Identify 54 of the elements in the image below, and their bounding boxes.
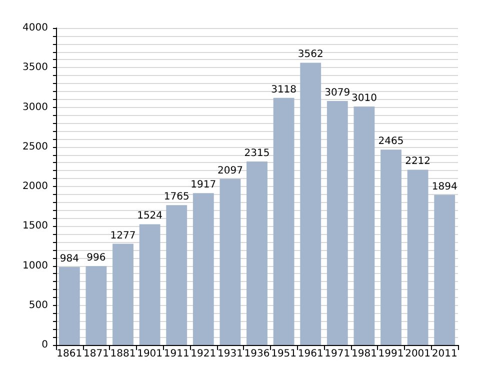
x-tick-label: 1871 [83,348,109,360]
x-tick-label: 1951 [271,348,297,360]
data-label: 1277 [110,230,136,242]
bar [86,266,107,345]
bar [58,267,80,345]
y-tick-label: 2500 [22,141,48,152]
bar [139,224,160,345]
data-label: 1917 [190,180,216,191]
bar [246,162,268,345]
y-tick-label: 0 [42,340,48,350]
x-tick-label: 1881 [110,348,136,360]
bar [407,170,428,345]
y-tick-label: 1500 [22,220,48,232]
x-tick-label: 1971 [324,348,350,360]
y-tick-label: 4000 [22,22,48,34]
data-label: 1894 [432,181,458,192]
x-tick-label: 1991 [378,348,404,360]
data-label: 984 [60,254,79,265]
y-tick-label: 1000 [22,260,48,272]
x-tick-label: 2001 [405,348,431,360]
data-label: 2097 [217,165,243,176]
x-tick-label: 1901 [137,348,163,360]
y-tick-label: 3000 [22,102,48,113]
bar [354,106,375,345]
bar [166,205,188,345]
y-tick-label: 500 [28,300,48,311]
bar [273,98,294,345]
bar [220,178,241,345]
data-label: 2465 [378,136,404,148]
x-tick-label: 1911 [164,348,190,360]
data-label: 3562 [298,49,324,60]
x-tick-label: 2011 [432,348,458,360]
data-label: 2315 [244,148,270,160]
x-tick-label: 1921 [190,348,216,360]
data-label: 2212 [405,156,431,168]
data-label: 3079 [324,87,350,98]
x-tick-label: 1936 [244,348,270,360]
data-label: 1524 [137,210,163,222]
data-label: 1765 [164,192,190,203]
x-tick-label: 1931 [217,348,243,360]
bar [326,100,348,345]
data-label: 3010 [351,92,377,104]
bar [300,62,322,345]
x-tick-label: 1981 [351,348,377,360]
bar [434,194,456,345]
x-tick-label: 1961 [298,348,324,360]
data-label: 3118 [271,84,297,96]
data-label: 996 [86,252,106,264]
y-tick-label: 2000 [22,181,48,192]
x-tick-label: 1861 [56,348,82,360]
y-tick-label: 3500 [22,62,48,74]
bar [192,193,214,345]
bar [112,244,134,345]
bar [380,150,402,345]
